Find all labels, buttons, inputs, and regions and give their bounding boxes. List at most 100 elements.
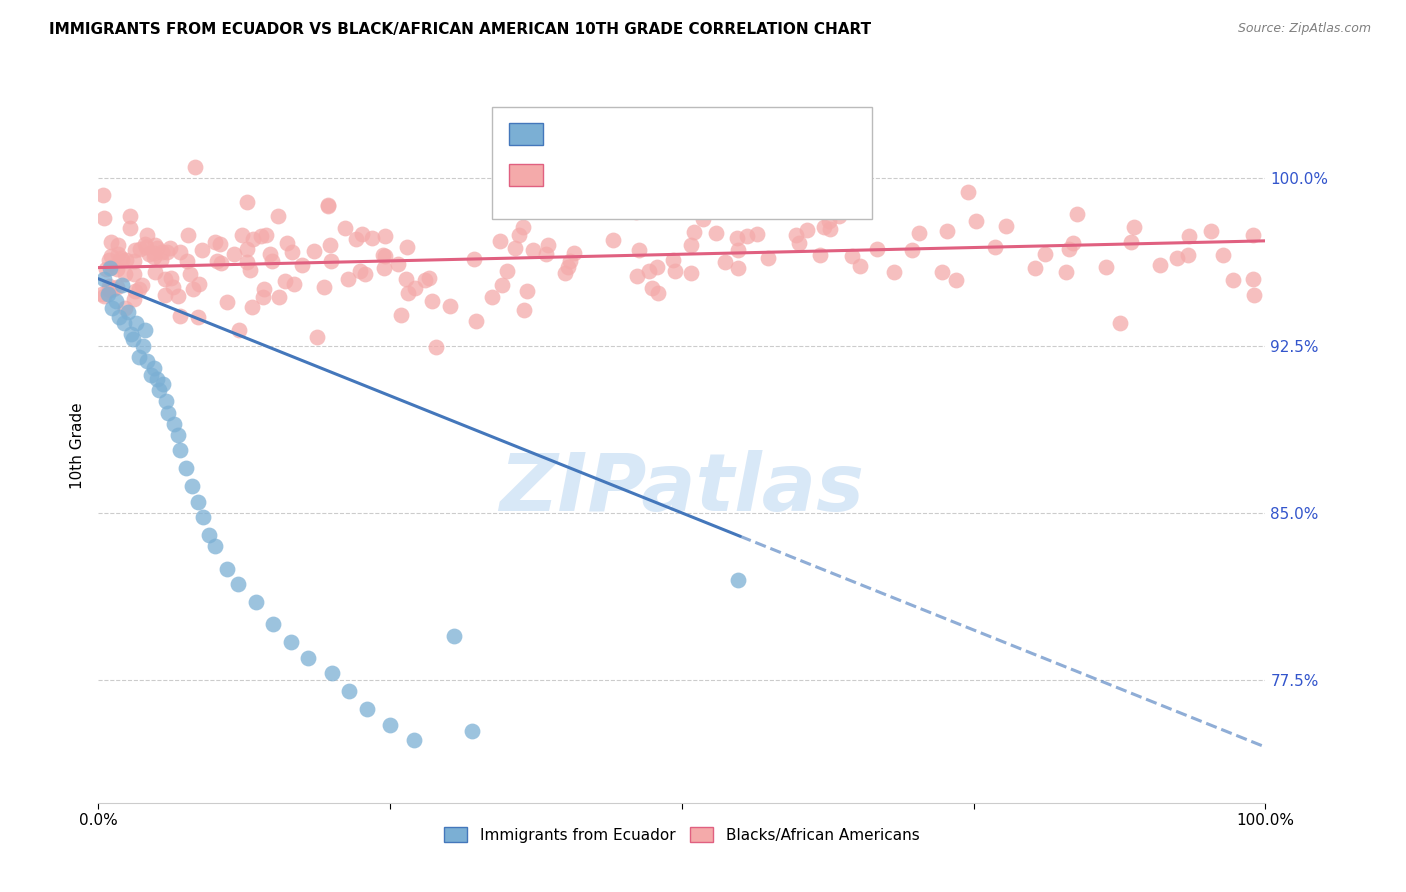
Point xyxy=(267,209,290,223)
Point xyxy=(150,245,173,260)
Text: 198: 198 xyxy=(727,169,758,186)
Point xyxy=(135,240,157,254)
Point xyxy=(93,271,115,285)
Point xyxy=(143,265,166,279)
Point xyxy=(97,287,120,301)
Text: -0.256: -0.256 xyxy=(595,128,648,145)
Point xyxy=(662,252,685,267)
Point xyxy=(360,231,382,245)
Point xyxy=(124,243,146,257)
Point xyxy=(253,282,276,296)
Point xyxy=(239,263,262,277)
Point xyxy=(177,228,200,243)
Point xyxy=(496,264,519,278)
Point xyxy=(280,635,302,649)
Point xyxy=(155,272,177,286)
Point xyxy=(125,316,148,330)
Point xyxy=(228,322,250,336)
Point xyxy=(818,221,841,235)
Point xyxy=(787,236,810,251)
Point xyxy=(537,238,560,252)
Point xyxy=(215,294,238,309)
Point xyxy=(122,267,145,281)
Point xyxy=(128,282,150,296)
Point xyxy=(128,350,150,364)
Point xyxy=(101,301,124,315)
Point xyxy=(146,241,169,255)
Point xyxy=(273,274,295,288)
Point xyxy=(352,227,374,241)
Point xyxy=(222,247,245,261)
Text: Source: ZipAtlas.com: Source: ZipAtlas.com xyxy=(1237,22,1371,36)
Point xyxy=(402,733,425,747)
Point xyxy=(131,277,153,292)
Point xyxy=(242,231,264,245)
Point xyxy=(260,254,283,268)
Point xyxy=(965,214,987,228)
Point xyxy=(628,243,651,257)
Point xyxy=(124,284,146,298)
Point xyxy=(162,279,184,293)
Point xyxy=(564,246,586,260)
Point xyxy=(155,288,177,302)
Point xyxy=(418,270,440,285)
Point xyxy=(181,282,204,296)
Point xyxy=(143,360,166,375)
Point xyxy=(297,650,319,665)
Point xyxy=(395,272,418,286)
Point xyxy=(166,427,188,442)
Text: R =: R = xyxy=(550,169,581,186)
Point xyxy=(316,198,339,212)
Point xyxy=(1241,272,1264,286)
Point xyxy=(1119,235,1142,249)
Point xyxy=(848,259,870,273)
Text: ZIPatlas: ZIPatlas xyxy=(499,450,865,528)
Text: 0.347: 0.347 xyxy=(595,169,643,186)
Point xyxy=(557,260,579,274)
Point xyxy=(503,242,526,256)
Point xyxy=(111,253,134,268)
Point xyxy=(120,209,142,223)
Point xyxy=(796,222,818,236)
Point xyxy=(114,267,136,281)
Point xyxy=(174,461,197,475)
Point xyxy=(425,340,447,354)
Point xyxy=(645,260,668,274)
Point xyxy=(117,305,139,319)
Point xyxy=(136,228,159,243)
Point xyxy=(209,237,232,252)
Text: IMMIGRANTS FROM ECUADOR VS BLACK/AFRICAN AMERICAN 10TH GRADE CORRELATION CHART: IMMIGRANTS FROM ECUADOR VS BLACK/AFRICAN… xyxy=(49,22,872,37)
Point xyxy=(101,282,124,296)
Point xyxy=(658,190,681,204)
Point xyxy=(957,185,980,199)
Point xyxy=(704,227,727,241)
Point xyxy=(93,211,115,225)
Point xyxy=(143,250,166,264)
Point xyxy=(994,219,1017,233)
Point xyxy=(679,266,702,280)
Point xyxy=(908,226,931,240)
Point xyxy=(122,332,145,346)
Point xyxy=(727,243,749,257)
Point xyxy=(114,301,136,315)
Point xyxy=(681,238,703,252)
Point xyxy=(193,510,215,524)
Text: N=: N= xyxy=(682,169,709,186)
Point xyxy=(307,330,329,344)
Point xyxy=(236,242,259,256)
Point xyxy=(373,260,395,275)
Point xyxy=(489,234,512,248)
Point xyxy=(1122,220,1144,235)
Point xyxy=(463,252,485,266)
Point xyxy=(1166,251,1188,265)
Point xyxy=(187,310,209,325)
Point xyxy=(105,280,128,294)
Point xyxy=(349,263,371,277)
Point xyxy=(413,273,436,287)
Text: N=: N= xyxy=(682,128,709,145)
Point xyxy=(841,249,863,263)
Point xyxy=(259,247,281,261)
Point xyxy=(169,309,191,323)
Point xyxy=(236,195,259,210)
Point xyxy=(1241,227,1264,242)
